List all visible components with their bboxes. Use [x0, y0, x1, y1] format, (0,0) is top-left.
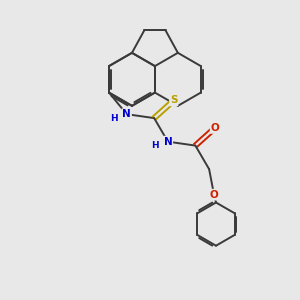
- Text: N: N: [122, 109, 131, 119]
- Text: H: H: [151, 141, 159, 150]
- Text: O: O: [210, 190, 218, 200]
- Text: N: N: [164, 137, 172, 147]
- Text: H: H: [110, 114, 118, 123]
- Text: S: S: [170, 95, 178, 105]
- Text: O: O: [211, 123, 219, 133]
